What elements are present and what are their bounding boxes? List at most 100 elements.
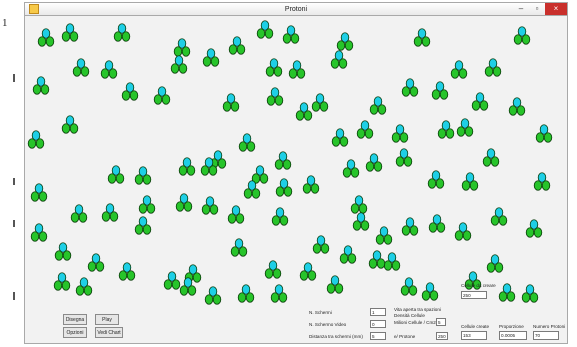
cell-cluster-icon	[251, 165, 269, 184]
cell-cluster-icon	[153, 86, 171, 105]
play-button[interactable]: Play	[95, 314, 119, 325]
cell-cluster-icon	[179, 277, 197, 296]
cell-cluster-icon	[311, 93, 329, 112]
cell-cluster-icon	[27, 130, 45, 149]
cell-cluster-icon	[204, 286, 222, 305]
window-titlebar: Protoni – ▫ ×	[24, 2, 568, 16]
cell-cluster-icon	[331, 128, 349, 147]
cell-cluster-icon	[428, 214, 446, 233]
vita-media-label: Vita aperta tra spazioni	[394, 307, 441, 312]
distanza-field[interactable]: 5	[370, 332, 386, 340]
cell-field-canvas	[27, 20, 553, 305]
cell-cluster-icon	[350, 195, 368, 214]
cell-cluster-icon	[274, 151, 292, 170]
cellule-create-field[interactable]: 153	[461, 331, 487, 340]
cell-cluster-icon	[365, 153, 383, 172]
cell-cluster-icon	[312, 235, 330, 254]
cell-cluster-icon	[100, 60, 118, 79]
cell-cluster-icon	[134, 166, 152, 185]
cell-cluster-icon	[243, 180, 261, 199]
cell-cluster-icon	[53, 272, 71, 291]
cell-cluster-icon	[464, 271, 482, 290]
cell-cluster-icon	[521, 284, 539, 303]
cell-cluster-icon	[230, 238, 248, 257]
n-schermi-video-label: N. Schermo Video	[309, 322, 347, 327]
cell-cluster-icon	[270, 284, 288, 303]
cellule-create-label: Cellule create	[461, 324, 490, 329]
cell-cluster-icon	[237, 284, 255, 303]
cell-cluster-icon	[437, 120, 455, 139]
cell-cluster-icon	[72, 58, 90, 77]
window-title: Protoni	[284, 5, 308, 13]
cell-cluster-icon	[456, 118, 474, 137]
minimize-button[interactable]: –	[518, 4, 524, 13]
cell-cluster-icon	[482, 148, 500, 167]
cell-cluster-icon	[421, 282, 439, 301]
cell-cluster-icon	[238, 133, 256, 152]
n-schermi-field[interactable]: 1	[370, 308, 386, 316]
cell-cluster-icon	[302, 175, 320, 194]
distanza-label: Distanza tra schermi (mm)	[309, 334, 363, 339]
cell-cluster-icon	[173, 38, 191, 57]
cell-cluster-icon	[471, 92, 489, 111]
cell-cluster-icon	[369, 96, 387, 115]
cell-cluster-icon	[202, 48, 220, 67]
cell-cluster-icon	[400, 277, 418, 296]
cell-cluster-icon	[170, 55, 188, 74]
cell-cluster-icon	[299, 262, 317, 281]
cell-cluster-icon	[288, 60, 306, 79]
opzioni-button[interactable]: Opzioni	[63, 327, 87, 338]
cell-cluster-icon	[275, 178, 293, 197]
n-schermi-video-field[interactable]: 0	[370, 320, 386, 328]
cell-cluster-icon	[61, 23, 79, 42]
disegna-button[interactable]: Disegna	[63, 314, 87, 325]
cell-cluster-icon	[282, 25, 300, 44]
cell-cluster-icon	[200, 157, 218, 176]
cell-cluster-icon	[339, 245, 357, 264]
cell-cluster-icon	[70, 204, 88, 223]
cell-cluster-icon	[134, 216, 152, 235]
cell-cluster-icon	[342, 159, 360, 178]
cell-cluster-icon	[138, 195, 156, 214]
cell-cluster-icon	[107, 165, 125, 184]
cellule-da-creare-field[interactable]: 250	[461, 291, 487, 299]
maximize-button[interactable]: ▫	[535, 4, 539, 13]
cell-cluster-icon	[352, 212, 370, 231]
cell-cluster-icon	[271, 207, 289, 226]
cell-cluster-icon	[454, 222, 472, 241]
cell-cluster-icon	[178, 157, 196, 176]
cell-cluster-icon	[326, 275, 344, 294]
cell-cluster-icon	[32, 76, 50, 95]
numero-protoni-field[interactable]: 70	[533, 331, 559, 340]
cellule-cm2-label: Milioni Cellule / Cm2	[394, 320, 436, 325]
cell-cluster-icon	[413, 28, 431, 47]
cell-cluster-icon	[498, 283, 516, 302]
vedi-chart-button[interactable]: Vedi Chart	[95, 327, 123, 338]
cell-cluster-icon	[75, 277, 93, 296]
cell-cluster-icon	[395, 148, 413, 167]
cell-cluster-icon	[356, 120, 374, 139]
cell-cluster-icon	[222, 93, 240, 112]
n-schermi-label: N. Schermi	[309, 310, 332, 315]
cell-cluster-icon	[264, 260, 282, 279]
svg-text:1: 1	[2, 17, 8, 29]
window-controls: – ▫ ×	[513, 3, 567, 15]
n-protone-field[interactable]: 250	[436, 332, 448, 340]
n-protone-label: e/ Protone	[394, 334, 416, 339]
cellule-cm2-field[interactable]: 5	[436, 318, 446, 326]
cell-cluster-icon	[61, 115, 79, 134]
cell-cluster-icon	[54, 242, 72, 261]
close-button[interactable]: ×	[545, 3, 567, 15]
cell-cluster-icon	[375, 226, 393, 245]
proporzione-field[interactable]: 0.0005	[499, 331, 527, 340]
cell-cluster-icon	[163, 271, 181, 290]
app-icon	[29, 4, 39, 14]
cell-cluster-icon	[30, 223, 48, 242]
cell-cluster-icon	[431, 81, 449, 100]
cell-cluster-icon	[535, 124, 553, 143]
cell-cluster-icon	[513, 26, 531, 45]
cell-cluster-icon	[450, 60, 468, 79]
cell-cluster-icon	[391, 124, 409, 143]
cell-cluster-icon	[484, 58, 502, 77]
